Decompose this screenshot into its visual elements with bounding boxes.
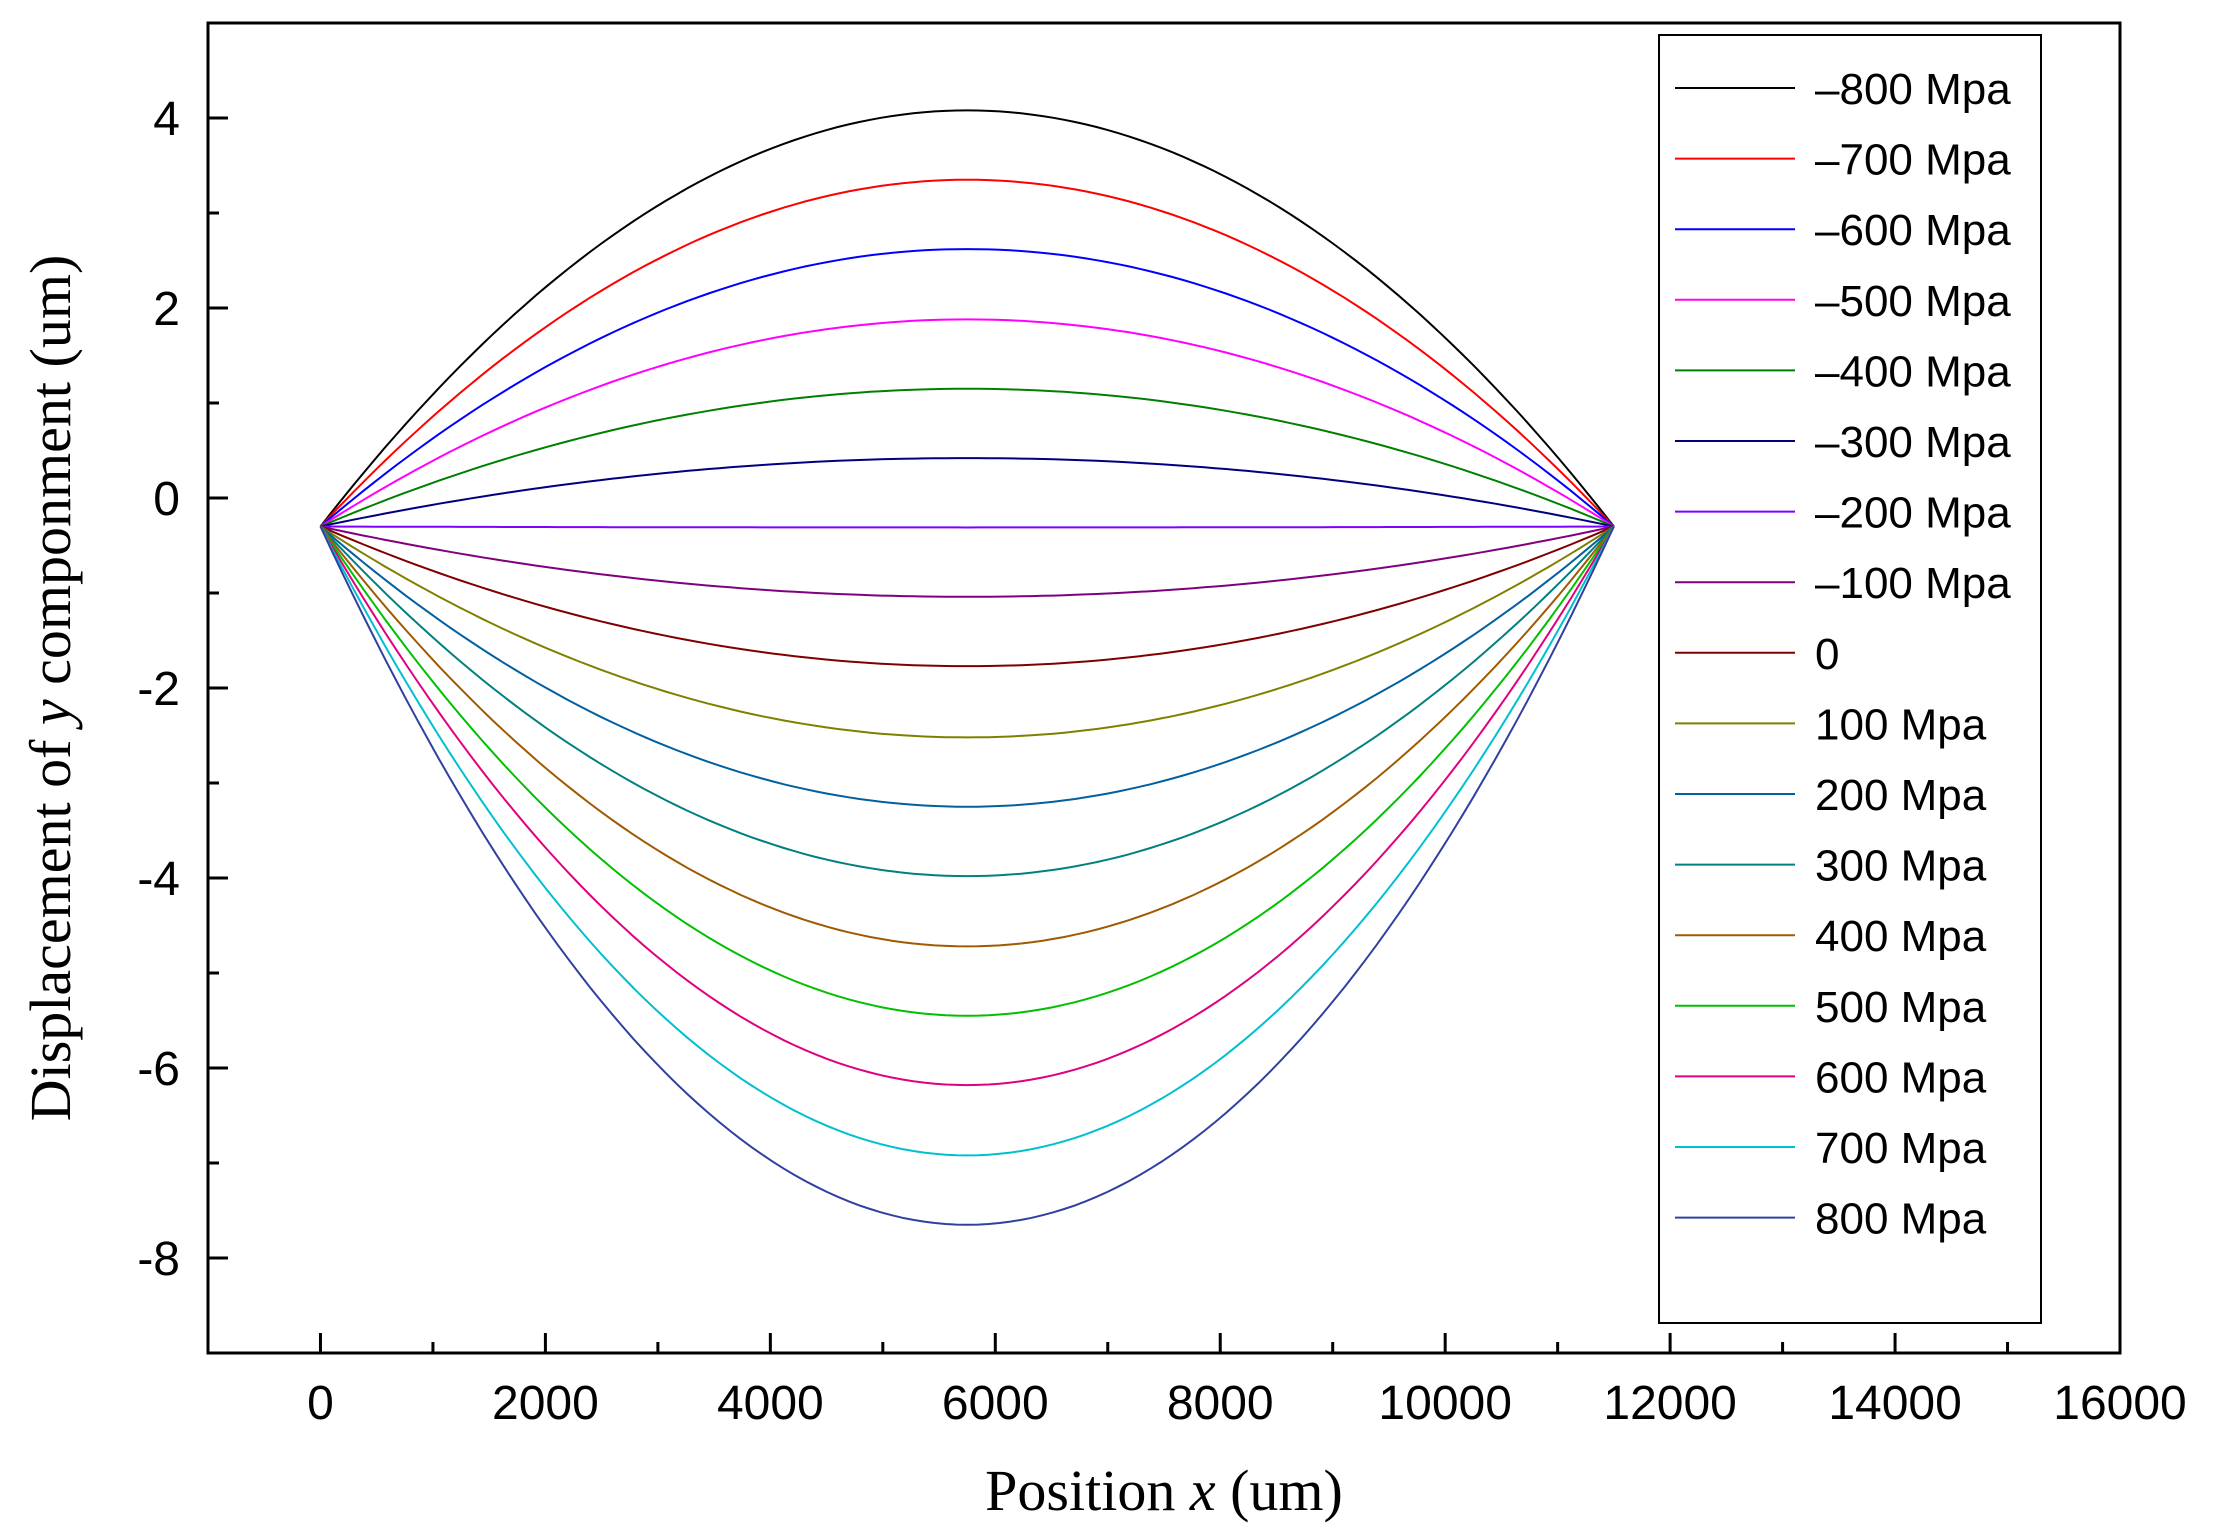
series-line — [320, 387, 1615, 528]
legend-label: 0 — [1815, 630, 1839, 679]
series-line — [320, 457, 1615, 528]
series-line — [319, 525, 1615, 1017]
y-axis-title-part: Displacement of — [18, 725, 83, 1121]
y-tick-label: 4 — [153, 93, 180, 146]
legend-label: 700 Mpa — [1815, 1124, 1987, 1173]
x-axis-title: Position x (um) — [985, 1458, 1343, 1523]
legend-label: –400 Mpa — [1815, 347, 2011, 396]
series-layer — [319, 109, 1615, 1226]
y-tick-label: -4 — [137, 853, 180, 906]
series-line — [319, 525, 1615, 878]
legend-label: –100 Mpa — [1815, 559, 2011, 608]
x-tick-label: 12000 — [1603, 1377, 1736, 1430]
series-line — [319, 525, 1615, 739]
y-axis-title-part: componment (um) — [18, 255, 83, 700]
legend-label: –300 Mpa — [1815, 418, 2011, 467]
legend-box — [1658, 34, 2042, 1324]
series-line — [319, 248, 1615, 528]
x-axis-ticks: 0 2000 4000 6000 8000 10000 12000 14000 16000 — [307, 1333, 2187, 1430]
y-tick-label: 0 — [153, 473, 180, 526]
legend-label: 400 Mpa — [1815, 912, 1987, 961]
series-line — [319, 526, 1615, 1157]
legend-label: 100 Mpa — [1815, 700, 1987, 749]
y-axis-ticks: 4 2 0 -2 -4 -6 -8 — [137, 93, 228, 1286]
legend-label: –800 Mpa — [1815, 65, 2011, 114]
series-line — [320, 525, 1615, 668]
legend-label: –200 Mpa — [1815, 489, 2011, 538]
legend-label: –700 Mpa — [1815, 136, 2011, 185]
x-tick-label: 10000 — [1378, 1377, 1511, 1430]
y-axis-title: Displacement of y componment (um) — [18, 255, 83, 1122]
legend-label: 600 Mpa — [1815, 1053, 1987, 1102]
x-tick-label: 4000 — [717, 1377, 824, 1430]
x-tick-label: 2000 — [492, 1377, 599, 1430]
y-tick-label: 2 — [153, 283, 180, 336]
series-line — [319, 178, 1615, 528]
legend: –800 Mpa –700 Mpa –600 Mpa –500 Mpa –400 Mpa… — [1658, 34, 2042, 1324]
x-axis-title-part: (um) — [1216, 1458, 1343, 1523]
x-tick-label: 0 — [307, 1377, 334, 1430]
legend-label: 300 Mpa — [1815, 842, 1987, 891]
x-tick-label: 6000 — [942, 1377, 1049, 1430]
series-line — [319, 525, 1615, 808]
y-tick-label: -8 — [137, 1233, 180, 1286]
legend-label: –600 Mpa — [1815, 206, 2011, 255]
legend-label: 500 Mpa — [1815, 983, 1987, 1032]
x-axis-title-part: Position — [985, 1458, 1190, 1523]
y-tick-label: -2 — [137, 663, 180, 716]
y-tick-label: -6 — [137, 1043, 180, 1096]
x-tick-label: 16000 — [2053, 1377, 2186, 1430]
y-axis-title-variable: y — [18, 699, 83, 730]
legend-label: –500 Mpa — [1815, 277, 2011, 326]
x-tick-label: 8000 — [1167, 1377, 1274, 1430]
series-line — [320, 525, 1615, 598]
x-tick-label: 14000 — [1828, 1377, 1961, 1430]
series-line — [319, 109, 1615, 528]
series-line — [319, 318, 1615, 528]
legend-label: 200 Mpa — [1815, 771, 1987, 820]
series-line — [319, 525, 1615, 1087]
series-line — [319, 526, 1615, 1226]
legend-label: 800 Mpa — [1815, 1195, 1987, 1244]
x-axis-title-variable: x — [1189, 1458, 1216, 1523]
series-line — [320, 525, 1614, 529]
series-line — [319, 525, 1615, 948]
